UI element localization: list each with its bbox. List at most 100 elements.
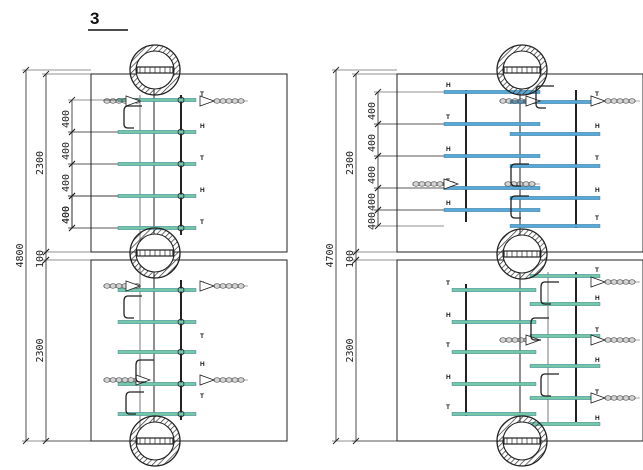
- anchor-cone: [199, 95, 216, 107]
- anchor-chain: [504, 181, 540, 187]
- anchor-cone: [525, 95, 542, 107]
- bar-label: T: [595, 91, 599, 98]
- dim-label: 4800: [15, 243, 26, 267]
- dim-label: 2300: [345, 338, 356, 362]
- dim-label: 400: [367, 193, 378, 211]
- horizontal-bar: [443, 154, 541, 158]
- dim-upper-panel: 2300: [35, 70, 91, 256]
- dim-label: 2300: [35, 338, 46, 362]
- rebar-hook: [510, 195, 529, 219]
- dim-spacing: 400: [61, 128, 118, 168]
- rebar-hook: [540, 281, 559, 305]
- horizontal-bar: [451, 412, 537, 416]
- horizontal-bar: [529, 364, 601, 368]
- bar-label: H: [200, 123, 205, 130]
- dim-spacing: 400: [61, 160, 118, 200]
- anchor-chain: [604, 337, 640, 343]
- horizontal-bar: [509, 164, 601, 168]
- rebar-hook: [530, 317, 549, 341]
- bar-node: [177, 128, 185, 136]
- dim-label: 2300: [35, 151, 46, 175]
- dim-label: 400: [367, 212, 378, 230]
- bar-label: H: [595, 415, 600, 422]
- dim-label: 400: [61, 206, 72, 224]
- dim-label: 2300: [345, 151, 356, 175]
- bar-label: H: [595, 187, 600, 194]
- dim-label: 400: [367, 134, 378, 152]
- upper-panel: [90, 73, 288, 253]
- bar-label: T: [200, 155, 204, 162]
- pipe-bottom: [129, 415, 181, 467]
- horizontal-bar: [509, 196, 601, 200]
- horizontal-bar: [451, 320, 537, 324]
- dim-label: 400: [61, 142, 72, 160]
- horizontal-bar: [443, 208, 541, 212]
- anchor-chain: [213, 283, 248, 289]
- anchor-chain: [213, 98, 248, 104]
- bar-label: T: [200, 219, 204, 226]
- bar-node: [177, 192, 185, 200]
- anchor-cone: [199, 280, 216, 292]
- bar-node: [177, 410, 185, 418]
- left-diagram: THTHTTTHT480023001002300400400400400400: [15, 44, 288, 467]
- dim-label: 400: [61, 206, 72, 224]
- lower-panel: [90, 259, 288, 442]
- bar-label: T: [595, 389, 599, 396]
- bar-node: [177, 160, 185, 168]
- rebar-hook: [540, 373, 559, 397]
- rebar-hook: [125, 391, 144, 415]
- bar-label: H: [446, 312, 451, 319]
- dim-label: 400: [367, 166, 378, 184]
- dim-lower-panel: 2300: [35, 256, 91, 445]
- horizontal-bar: [529, 334, 601, 338]
- bar-label: H: [446, 374, 451, 381]
- bar-label: T: [595, 267, 599, 274]
- anchor-cone: [125, 95, 142, 107]
- anchor-chain: [213, 377, 248, 383]
- dim-spacing: 400: [367, 120, 444, 160]
- pipe-top: [129, 44, 181, 96]
- bar-label: T: [200, 91, 204, 98]
- pipe-middle: [129, 227, 181, 279]
- bar-label: T: [446, 280, 450, 287]
- horizontal-bar: [117, 288, 197, 292]
- horizontal-bar: [529, 274, 601, 278]
- dim-lower-panel: 2300: [345, 256, 397, 445]
- horizontal-bar: [509, 132, 601, 136]
- dim-overall: 4800: [15, 66, 91, 445]
- anchor-cone: [590, 392, 607, 404]
- dim-spacing: 400: [367, 184, 444, 214]
- dim-spacing: 400: [367, 206, 444, 230]
- horizontal-bar: [443, 186, 541, 190]
- anchor-cone: [590, 95, 607, 107]
- bar-label: H: [200, 187, 205, 194]
- horizontal-bar: [529, 396, 601, 400]
- dim-spacing: 400: [367, 88, 444, 128]
- dim-spacing: 400: [367, 152, 444, 192]
- bar-label: T: [595, 327, 599, 334]
- horizontal-bar: [117, 350, 197, 354]
- anchor-chain: [604, 279, 640, 285]
- rebar-hook: [123, 295, 142, 319]
- figure-number: 3: [90, 9, 99, 28]
- bar-label: H: [595, 123, 600, 130]
- bar-node: [177, 224, 185, 232]
- anchor-cone: [590, 334, 607, 346]
- pipe-top: [496, 44, 548, 96]
- rebar-hook: [135, 359, 154, 383]
- horizontal-bar: [451, 350, 537, 354]
- bar-label: T: [200, 333, 204, 340]
- rebar-hook: [510, 163, 529, 187]
- bar-label: T: [595, 215, 599, 222]
- dim-label: 4700: [325, 243, 336, 267]
- bar-label: T: [595, 155, 599, 162]
- anchor-cone: [199, 374, 216, 386]
- bar-label: T: [446, 342, 450, 349]
- anchor-chain: [604, 98, 640, 104]
- bar-label: H: [446, 200, 451, 207]
- anchor-chain: [604, 395, 640, 401]
- dim-label: 400: [61, 174, 72, 192]
- anchor-cone: [443, 178, 460, 190]
- bar-node: [177, 286, 185, 294]
